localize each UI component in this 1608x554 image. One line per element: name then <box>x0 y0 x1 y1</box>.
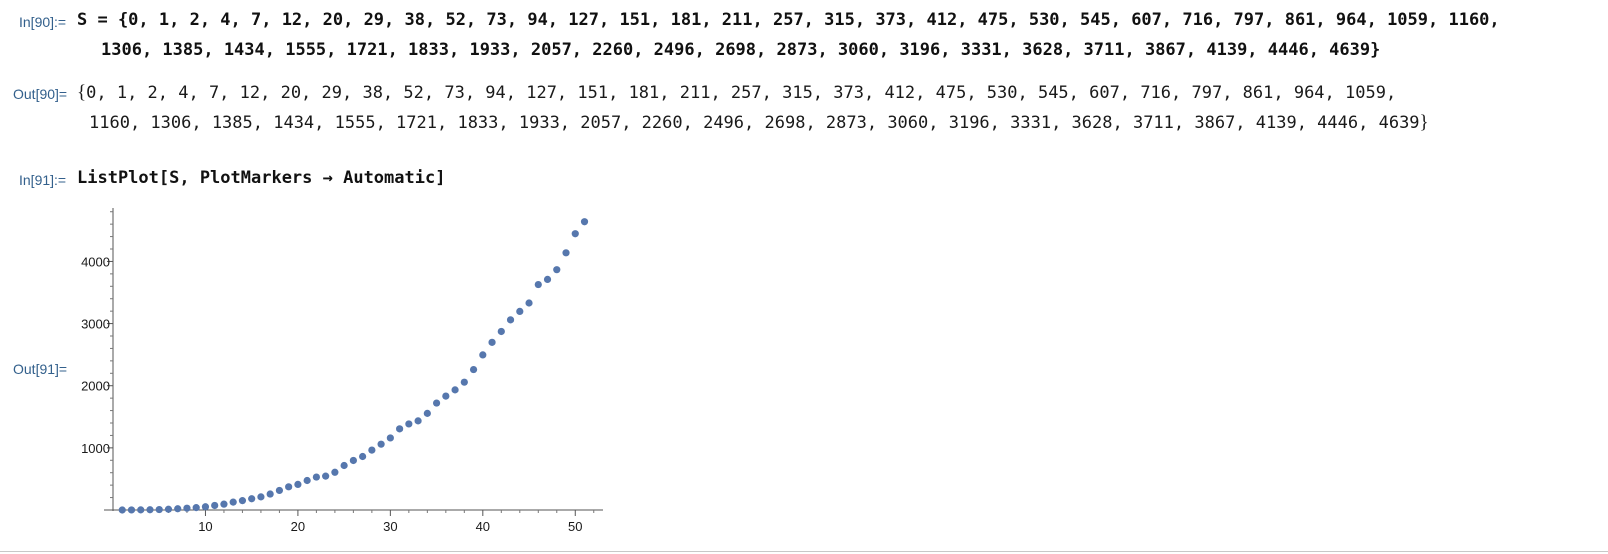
output-line-2-text: 1160, 1306, 1385, 1434, 1555, 1721, 1833… <box>89 113 1420 133</box>
cell-bracket-divider <box>0 551 1608 552</box>
data-point <box>340 461 348 470</box>
output-label-90: Out[90]= <box>13 86 68 102</box>
data-point <box>469 365 478 374</box>
data-point <box>414 417 422 425</box>
data-point <box>201 503 210 511</box>
data-point <box>386 434 394 442</box>
data-point <box>525 299 533 307</box>
data-point <box>506 316 515 324</box>
data-point <box>432 399 441 407</box>
data-point <box>423 409 431 417</box>
y-tick-label: 4000 <box>81 254 110 269</box>
plot-points <box>118 218 589 514</box>
data-point <box>479 351 487 359</box>
output-line-1-text: 0, 1, 2, 4, 7, 12, 20, 29, 38, 52, 73, 9… <box>86 83 1397 103</box>
input-code-listplot[interactable]: ListPlot[S, PlotMarkers → Automatic] <box>77 168 446 188</box>
output-label-91: Out[91]= <box>13 361 68 377</box>
data-point <box>442 392 450 400</box>
data-point <box>146 506 154 514</box>
output-line-2: 1160, 1306, 1385, 1434, 1555, 1721, 1833… <box>89 112 1429 134</box>
x-tick-label: 30 <box>383 519 397 534</box>
data-point <box>488 338 496 346</box>
data-point <box>192 504 200 512</box>
data-point <box>562 249 570 257</box>
data-point <box>183 504 191 512</box>
x-tick-label: 10 <box>198 519 212 534</box>
output-close-brace: } <box>1419 112 1429 133</box>
x-tick-label: 20 <box>291 519 305 534</box>
data-point <box>368 446 376 454</box>
y-tick-label: 2000 <box>81 379 110 394</box>
data-point <box>164 505 173 513</box>
data-point <box>294 480 302 488</box>
output-line-1: {0, 1, 2, 4, 7, 12, 20, 29, 38, 52, 73, … <box>77 82 1396 104</box>
data-point <box>303 476 311 485</box>
output-open-brace: { <box>77 82 87 103</box>
y-tick-label: 3000 <box>81 317 110 332</box>
data-point <box>137 506 145 514</box>
data-point <box>275 486 284 495</box>
data-point <box>127 506 136 514</box>
input-label-91: In[91]:= <box>19 172 67 188</box>
data-point <box>248 495 256 503</box>
data-point <box>331 468 339 476</box>
data-point <box>155 505 163 514</box>
plot-axes <box>104 208 603 511</box>
data-point <box>349 456 357 465</box>
x-tick-label: 50 <box>568 519 582 534</box>
data-point <box>266 490 274 498</box>
data-point <box>553 266 561 274</box>
data-point <box>516 307 524 316</box>
data-point <box>451 386 459 394</box>
data-point <box>118 506 126 514</box>
x-tick-label: 40 <box>476 519 490 534</box>
data-point <box>543 275 552 283</box>
data-point <box>229 498 237 506</box>
data-point <box>238 497 247 505</box>
data-point <box>534 280 542 289</box>
data-point <box>405 420 413 428</box>
data-point <box>322 472 330 480</box>
y-tick-label: 1000 <box>81 441 110 456</box>
data-point <box>312 473 320 481</box>
data-point <box>257 493 265 501</box>
input-code-line-1[interactable]: S = {0, 1, 2, 4, 7, 12, 20, 29, 38, 52, … <box>77 10 1500 30</box>
data-point <box>497 327 505 336</box>
data-point <box>396 425 404 433</box>
data-point <box>211 501 219 510</box>
input-label-90: In[90]:= <box>19 14 67 30</box>
input-code-line-2[interactable]: 1306, 1385, 1434, 1555, 1721, 1833, 1933… <box>101 40 1381 60</box>
data-point <box>377 440 385 448</box>
data-point <box>580 218 589 226</box>
data-point <box>174 505 182 513</box>
data-point <box>285 483 293 491</box>
data-point <box>571 230 579 238</box>
data-point <box>220 500 228 508</box>
plot-ticks: 10 20 30 40 50 1000 2000 3000 4000 <box>81 211 595 534</box>
data-point <box>359 452 367 461</box>
data-point <box>460 378 468 386</box>
